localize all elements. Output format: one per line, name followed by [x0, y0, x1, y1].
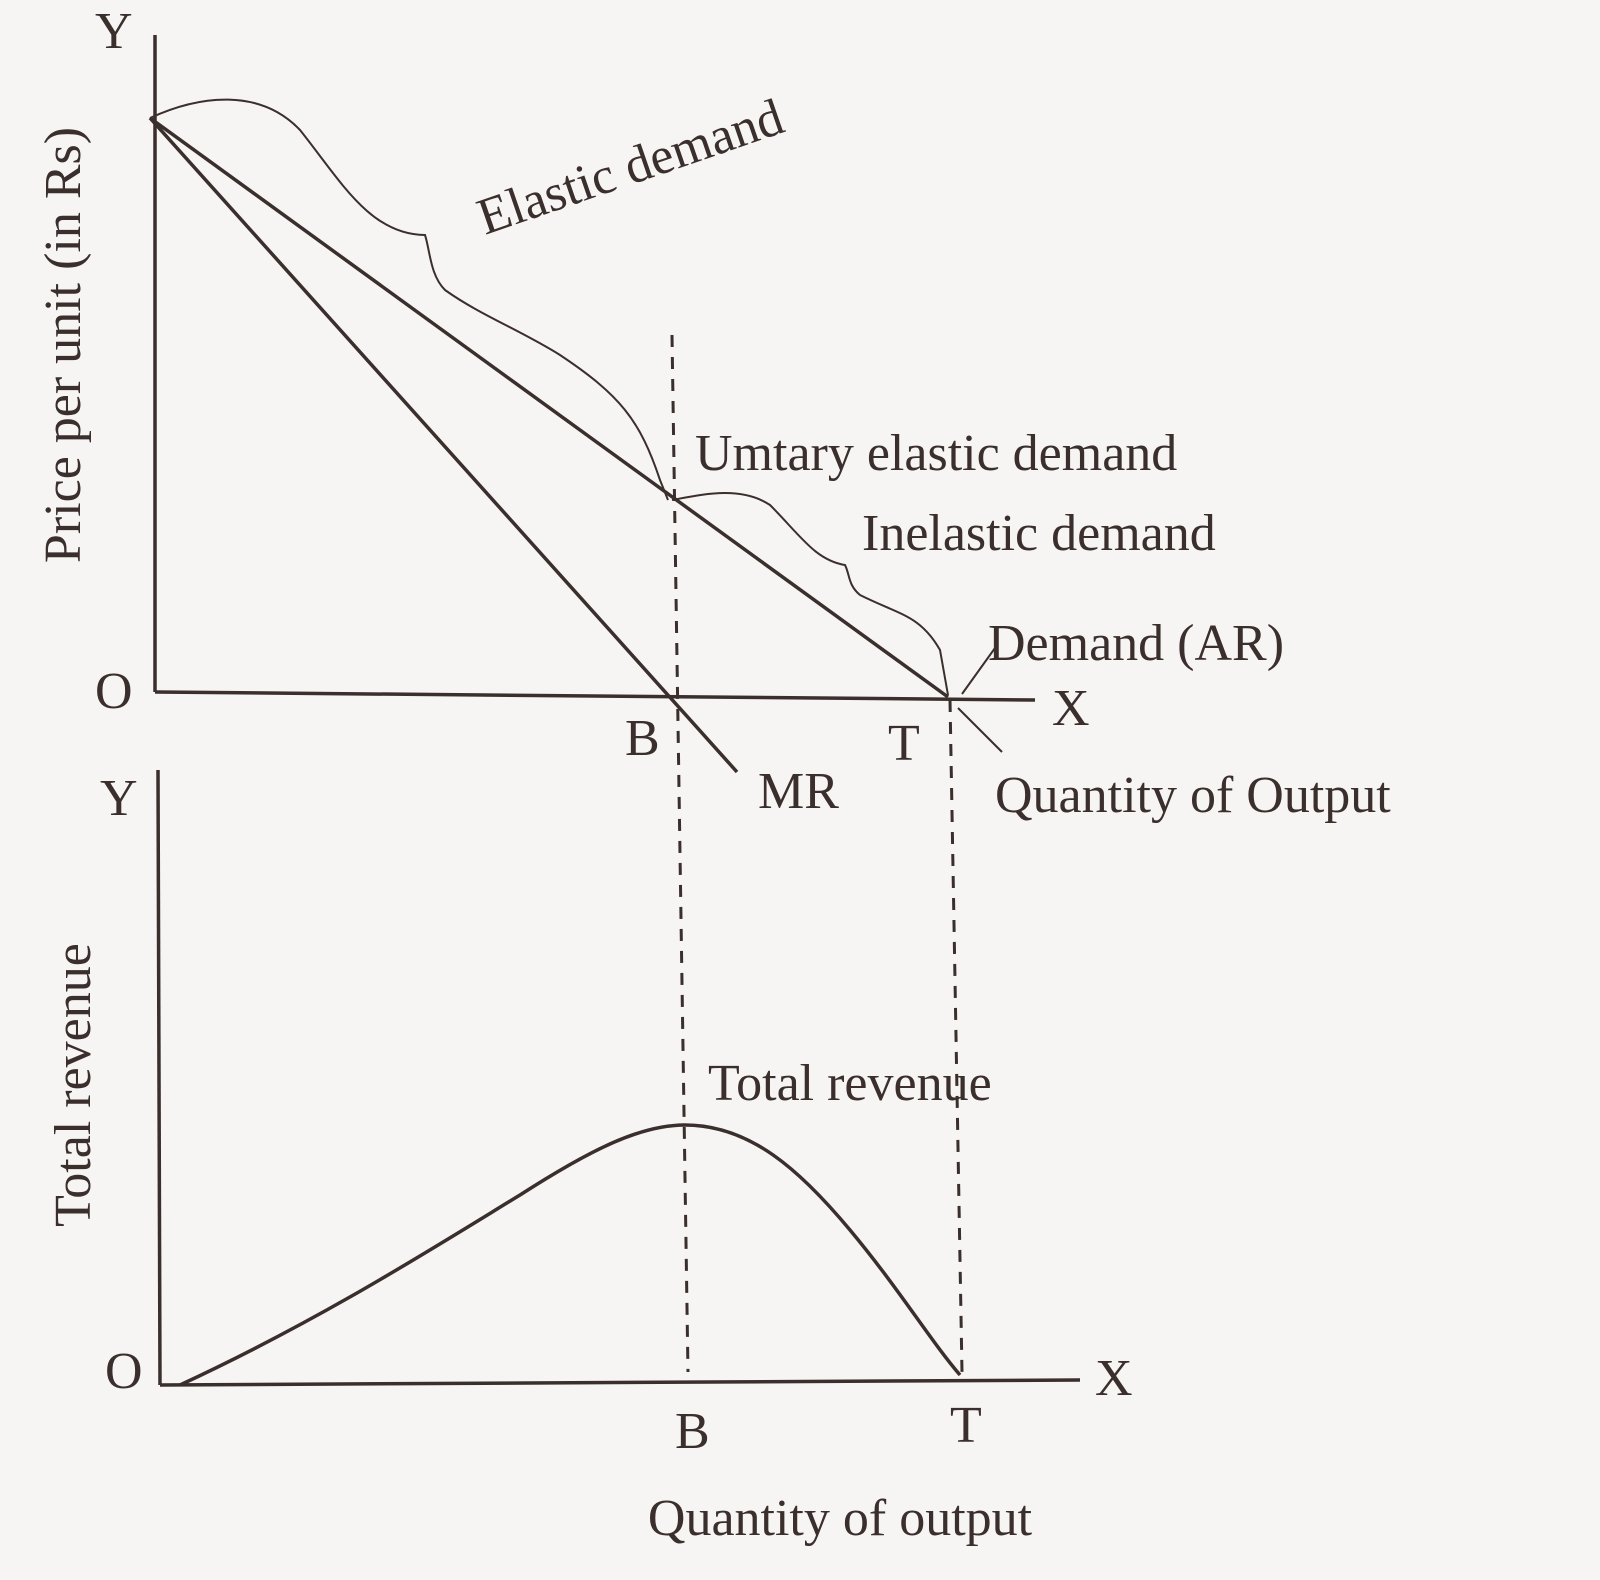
output-pointer [957, 707, 1003, 753]
inelastic-brace [671, 492, 949, 696]
origin: O [105, 1343, 143, 1400]
total-revenue-curve [179, 1123, 962, 1387]
bottom-x-axis [159, 1378, 1081, 1387]
demand-label: Demand (AR) [988, 615, 1284, 672]
point-t: T [950, 1397, 982, 1454]
y-letter: Y [95, 3, 133, 60]
inelastic-label: Inelastic demand [862, 505, 1216, 562]
bottom-y-axis [156, 769, 162, 1386]
demand-line [148, 116, 950, 699]
top-x-axis [154, 690, 1036, 702]
x-axis-title: Quantity of output [648, 1490, 1033, 1547]
t-dashed-line [948, 699, 964, 1373]
mr-label: MR [758, 763, 839, 820]
y-axis-title: Total revenue [45, 943, 102, 1227]
origin: O [95, 663, 133, 720]
point-b: B [625, 710, 660, 767]
demand-pointer [961, 647, 996, 695]
curve-label: Total revenue [708, 1055, 992, 1112]
x-axis-title: Quantity of Output [995, 767, 1391, 824]
x-letter: X [1052, 680, 1090, 737]
y-letter: Y [100, 770, 138, 827]
unitary-label: Umtary elastic demand [695, 425, 1177, 482]
mr-line [148, 116, 739, 774]
point-b: B [675, 1403, 710, 1460]
point-t: T [888, 715, 920, 772]
y-axis-title: Price per unit (in Rs) [35, 127, 92, 563]
elastic-brace [149, 98, 669, 501]
b-dashed-line [670, 334, 690, 1373]
elastic-label: Elastic demand [470, 89, 790, 247]
x-letter: X [1095, 1350, 1133, 1407]
